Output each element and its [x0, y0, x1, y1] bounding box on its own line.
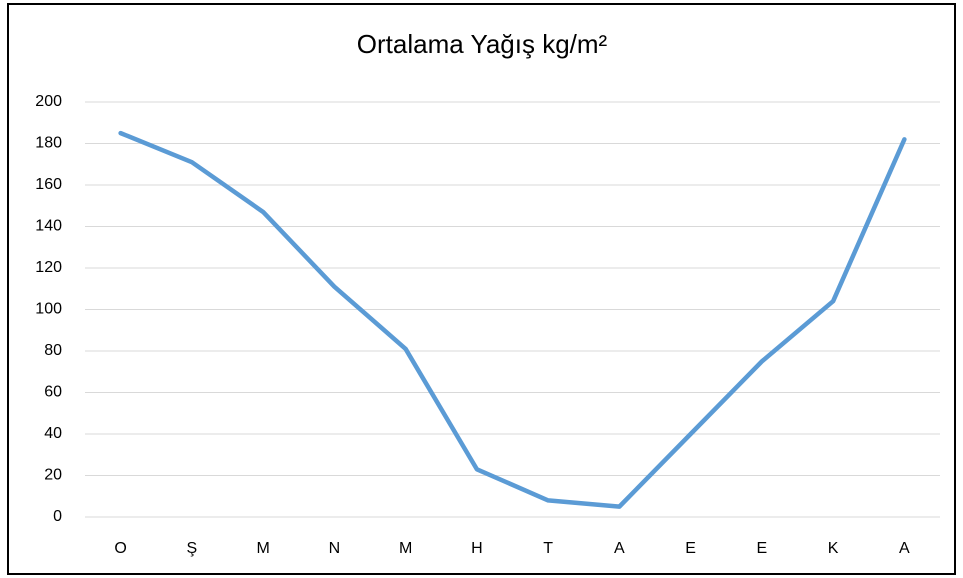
- chart-frame: [7, 3, 956, 575]
- y-tick-label: 160: [35, 176, 62, 193]
- x-tick-label: M: [399, 540, 412, 557]
- data-line: [118, 130, 907, 509]
- chart-title: Ortalama Yağış kg/m²: [357, 29, 608, 59]
- y-tick-label: 200: [35, 93, 62, 110]
- x-tick-label: E: [757, 540, 768, 557]
- y-tick-label: 140: [35, 218, 62, 235]
- x-tick-label: Ş: [187, 540, 198, 557]
- y-tick-label: 80: [44, 342, 62, 359]
- x-tick-label: A: [614, 540, 625, 557]
- y-tick-label: 0: [53, 508, 62, 525]
- x-tick-label: K: [828, 540, 839, 557]
- x-tick-label: T: [543, 540, 553, 557]
- x-tick-label: N: [329, 540, 341, 557]
- y-tick-label: 180: [35, 135, 62, 152]
- y-tick-label: 120: [35, 259, 62, 276]
- y-tick-label: 40: [44, 425, 62, 442]
- y-tick-label: 100: [35, 301, 62, 318]
- x-tick-label: A: [899, 540, 910, 557]
- x-tick-label: H: [471, 540, 483, 557]
- x-tick-label: M: [256, 540, 269, 557]
- y-tick-label: 20: [44, 467, 62, 484]
- x-tick-label: E: [685, 540, 696, 557]
- y-tick-label: 60: [44, 384, 62, 401]
- x-tick-label: O: [114, 540, 126, 557]
